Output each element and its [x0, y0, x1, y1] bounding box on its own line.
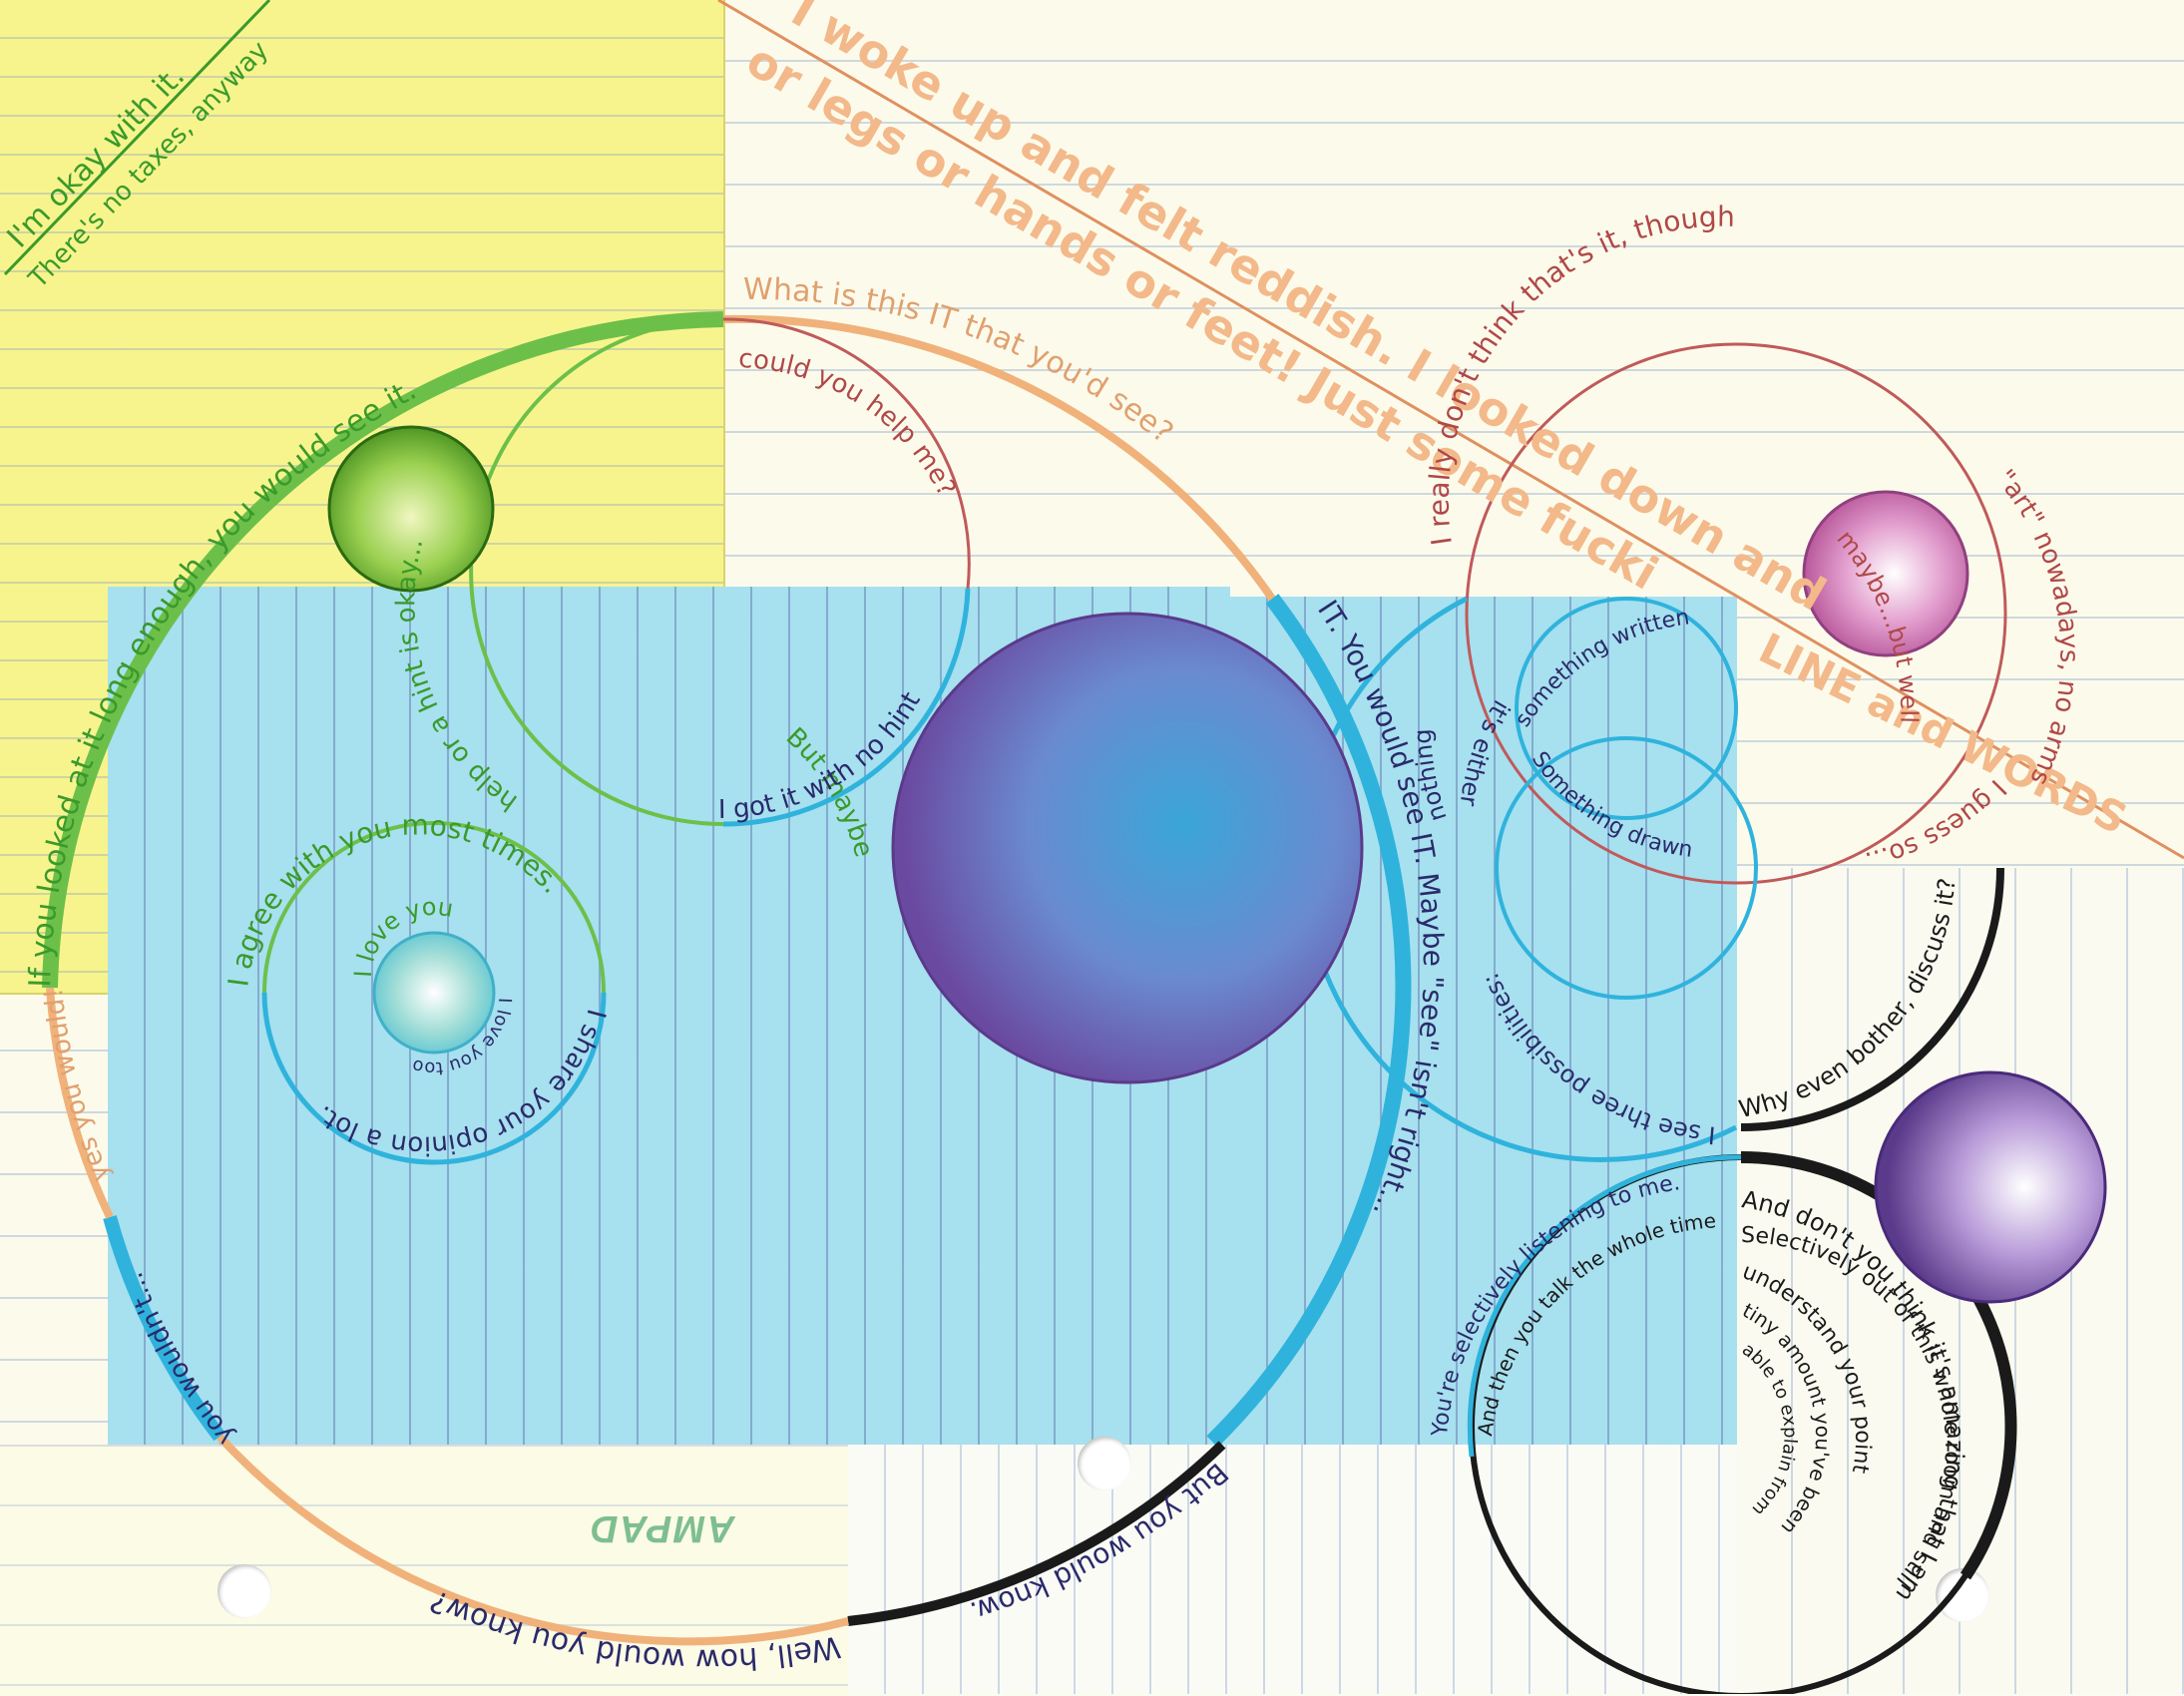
text-something-drawn: Something drawn: [1527, 747, 1694, 863]
red-circle-half: [722, 317, 971, 590]
orange-arc-top: [722, 314, 1276, 602]
blue-arc-left: [103, 1215, 225, 1442]
blue-arc-lower-right: [1467, 1154, 1742, 1458]
text-well-how: Well, how would you know?: [425, 1582, 843, 1676]
text-but-you-would: But you would know.: [966, 1457, 1234, 1629]
text-then-you-talk: And then you talk the whole time and I d…: [0, 0, 1723, 1438]
blue-arc-mid: [1302, 596, 1738, 1162]
blue-circle-small: [261, 992, 607, 1165]
text-taxes: There's no taxes, anyway: [23, 36, 274, 295]
text-why-bother: Why even bother, discuss it?: [1736, 877, 1961, 1123]
red-circle-right: [1465, 342, 2007, 885]
sphere-icon-pink: [1802, 490, 1969, 657]
text-something-written: something written: [1511, 605, 1691, 731]
diagonal-line-green: [3, 0, 271, 276]
text-you-wouldnt: you wouldn't...: [119, 1268, 239, 1451]
blue-circle-inner-bottom: [1495, 736, 1758, 1000]
black-arc-bottom: [847, 1441, 1226, 1626]
sphere-icon-teal: [372, 931, 496, 1055]
sphere-icon-purple: [1874, 1070, 2107, 1304]
green-circle-half: [469, 317, 724, 826]
blue-circle-half: [722, 588, 971, 827]
green-circle-small: [262, 821, 606, 994]
orange-arc-bottom: [217, 1434, 849, 1646]
text-could-you: could you help me?: [738, 344, 962, 502]
sphere-icon-blue-purple: [891, 612, 1364, 1084]
sphere-icon-green: [327, 425, 495, 593]
hole-punch-icon: [1078, 1437, 1131, 1490]
diagonal-line-orange: [717, 0, 2184, 860]
text-yes-you-would: yes you would!: [39, 987, 116, 1186]
text-guess-so: I guess so...: [1862, 773, 2011, 876]
black-arc-right-upper: [1740, 867, 2004, 1131]
orange-arc-left: [46, 987, 114, 1219]
cream-card-lower-left: [0, 1445, 848, 1696]
green-arc: [42, 311, 724, 989]
blue-circle-inner-top: [1515, 597, 1738, 820]
hole-punch-icon: [218, 1564, 271, 1618]
